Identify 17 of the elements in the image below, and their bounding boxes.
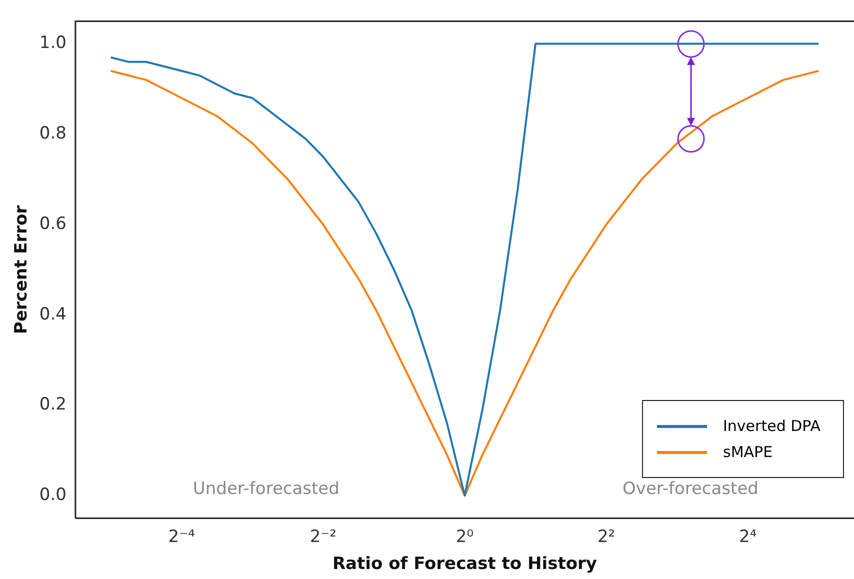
x-tick-label: 2² — [597, 526, 616, 547]
x-axis-title: Ratio of Forecast to History — [332, 554, 597, 574]
y-axis-title: Percent Error — [12, 204, 32, 334]
y-tick-label: 1.0 — [39, 33, 66, 54]
legend-label: Inverted DPA — [723, 417, 820, 436]
legend-label: sMAPE — [723, 443, 773, 462]
annotation: Under-forecasted — [192, 479, 340, 500]
x-tick-label: 2⁰ — [456, 526, 474, 547]
x-tick-label: 2⁻² — [310, 526, 336, 547]
x-tick-label: 2⁴ — [739, 526, 757, 547]
y-tick-label: 0.2 — [39, 394, 66, 415]
x-tick-label: 2⁻⁴ — [168, 526, 196, 547]
annotation: Over-forecasted — [622, 479, 758, 500]
y-tick-label: 0.6 — [39, 214, 66, 234]
y-tick-label: 0.4 — [39, 304, 66, 324]
y-tick-label: 0.0 — [39, 485, 66, 506]
y-tick-label: 0.8 — [39, 124, 66, 144]
